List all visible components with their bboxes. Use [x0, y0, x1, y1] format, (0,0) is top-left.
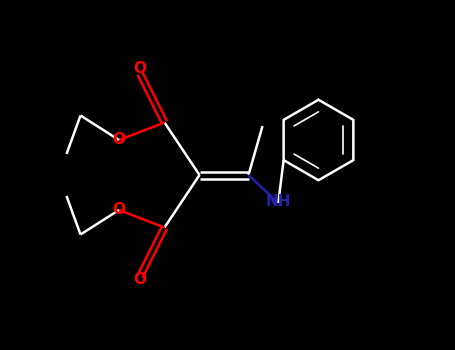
Text: O: O: [133, 61, 147, 76]
Text: NH: NH: [266, 194, 291, 209]
Text: O: O: [112, 203, 126, 217]
Text: O: O: [112, 133, 126, 147]
Text: O: O: [133, 273, 147, 287]
